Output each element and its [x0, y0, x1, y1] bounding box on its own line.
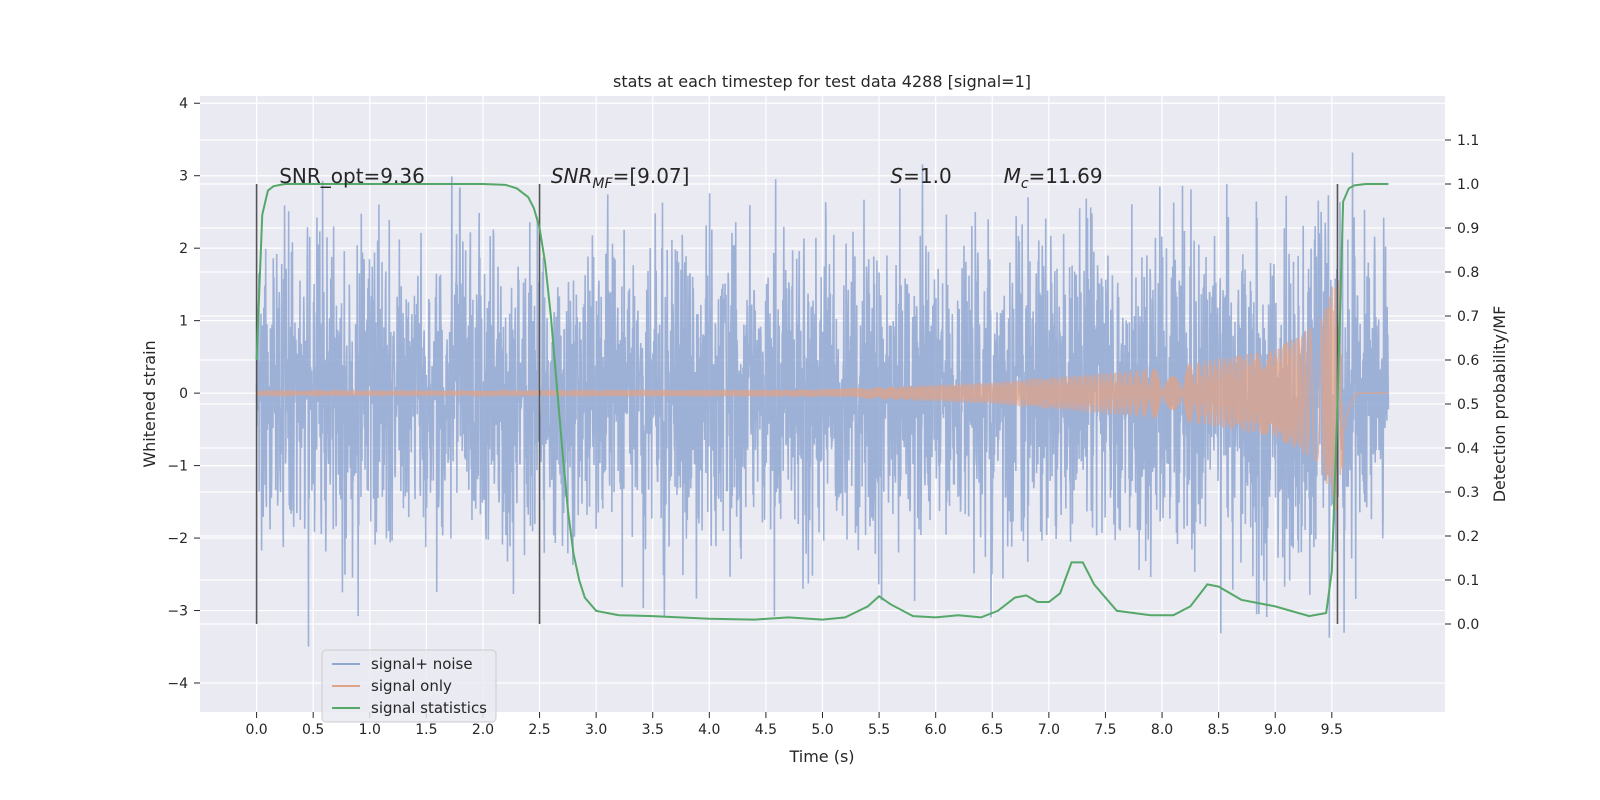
x-tick-label-18: 9.0	[1264, 722, 1286, 738]
x-tick-label-2: 1.0	[359, 722, 381, 738]
x-tick-label-15: 7.5	[1094, 722, 1116, 738]
x-tick-label-9: 4.5	[755, 722, 777, 738]
y-axis-left-label: Whitened strain	[140, 340, 159, 467]
annotation-2: S=1.0	[890, 164, 951, 188]
y-left-tick-label-4: 0	[179, 386, 188, 402]
x-tick-label-3: 1.5	[415, 722, 437, 738]
y-right-tick-label-2: 0.9	[1457, 221, 1479, 237]
x-tick-label-16: 8.0	[1151, 722, 1173, 738]
y-right-tick-label-0: 1.1	[1457, 133, 1479, 149]
x-tick-label-8: 4.0	[698, 722, 720, 738]
y-left-tick-label-8: −4	[167, 676, 188, 692]
y-left-tick-label-3: 1	[179, 314, 188, 330]
x-tick-label-13: 6.5	[981, 722, 1003, 738]
x-tick-label-0: 0.0	[245, 722, 267, 738]
x-tick-label-4: 2.0	[472, 722, 494, 738]
legend: signal+ noise signal only signal statist…	[321, 649, 497, 723]
y-left-tick-label-0: 4	[179, 96, 188, 112]
y-left-tick-label-1: 3	[179, 169, 188, 185]
x-tick-label-7: 3.5	[642, 722, 664, 738]
legend-label-signal-statistics: signal statistics	[371, 699, 487, 717]
x-tick-label-6: 3.0	[585, 722, 607, 738]
y-left-tick-label-7: −3	[167, 604, 188, 620]
x-tick-label-1: 0.5	[302, 722, 324, 738]
y-right-tick-label-10: 0.1	[1457, 573, 1479, 589]
chart-title: stats at each timestep for test data 428…	[613, 72, 1031, 91]
y-right-tick-label-11: 0.0	[1457, 617, 1479, 633]
x-tick-label-12: 6.0	[925, 722, 947, 738]
y-right-tick-label-9: 0.2	[1457, 529, 1479, 545]
y-axis-right-label: Detection probability/MF	[1490, 306, 1509, 503]
y-axis-right-ticks: 1.1 1.0 0.9 0.8 0.7 0.6 0.5 0.4 0.3 0.2 0.1 0.0	[1445, 133, 1479, 633]
x-tick-label-11: 5.5	[868, 722, 890, 738]
annotation-1: SNRMF=[9.07]	[551, 164, 690, 192]
annotations: SNR_opt=9.36 SNRMF=[9.07] S=1.0 Mc=11.69	[279, 164, 1102, 192]
x-tick-label-5: 2.5	[528, 722, 550, 738]
x-tick-label-19: 9.5	[1321, 722, 1343, 738]
x-tick-label-10: 5.0	[811, 722, 833, 738]
y-left-tick-label-6: −2	[167, 531, 188, 547]
y-right-tick-label-7: 0.4	[1457, 441, 1479, 457]
annotation-3: Mc=11.69	[1004, 164, 1103, 192]
y-right-tick-label-5: 0.6	[1457, 353, 1479, 369]
legend-box	[321, 649, 497, 723]
series-signal-only	[255, 279, 1389, 512]
y-right-tick-label-1: 1.0	[1457, 177, 1479, 193]
y-right-tick-label-8: 0.3	[1457, 485, 1479, 501]
y-right-tick-label-3: 0.8	[1457, 265, 1479, 281]
annotation-0: SNR_opt=9.36	[279, 164, 425, 188]
x-axis-ticks: 0.0 0.5 1.0 1.5 2.0 2.5 3.0 3.5 4.0 4.5 5.0 5.5 6.0 6…	[245, 712, 1343, 738]
y-right-tick-label-4: 0.7	[1457, 309, 1479, 325]
y-left-tick-label-2: 2	[179, 241, 188, 257]
legend-label-signal-only: signal only	[371, 677, 452, 695]
y-left-tick-label-5: −1	[167, 459, 188, 475]
legend-label-signal-noise: signal+ noise	[371, 655, 473, 673]
x-tick-label-14: 7.0	[1038, 722, 1060, 738]
y-axis-left-ticks: 4 3 2 1 0 −1 −2 −3 −4	[167, 96, 200, 692]
y-right-tick-label-6: 0.5	[1457, 397, 1479, 413]
x-axis-label: Time (s)	[788, 747, 854, 766]
x-tick-label-17: 8.5	[1208, 722, 1230, 738]
series-signal-statistics	[255, 183, 1389, 621]
